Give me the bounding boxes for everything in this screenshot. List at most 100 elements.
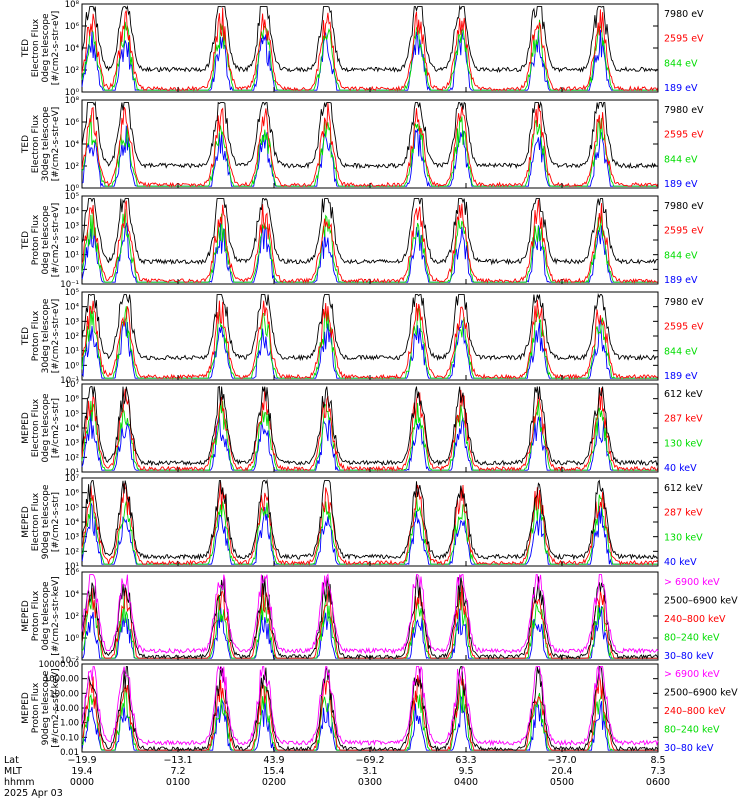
- y-axis-label: MEPEDProton Flux90deg telescope[#/cm2-s-…: [21, 668, 61, 747]
- y-axis-label-line: [#/cm2-s-str-eV]: [51, 107, 61, 182]
- y-tick-label: 100.00: [49, 689, 79, 699]
- y-tick-label: 10²: [65, 612, 79, 622]
- legend-entry: 844 eV: [664, 58, 698, 69]
- series-trace: [81, 4, 659, 73]
- y-axis-label-line: 30deg telescope: [41, 298, 51, 373]
- series-trace: [81, 478, 659, 561]
- series-trace: [81, 387, 659, 472]
- y-axis-label-line: TED: [21, 39, 31, 58]
- y-tick-label: 10³: [65, 317, 79, 327]
- y-axis-label-line: 30deg telescope: [41, 106, 51, 181]
- x-tick-hhmm: 0400: [454, 777, 478, 788]
- x-tick-mlt: 7.2: [170, 766, 185, 777]
- series-trace: [81, 208, 658, 284]
- y-axis-label-line: [#/cm2-s-str-keV]: [51, 668, 61, 747]
- legend-entry: 287 keV: [664, 508, 703, 519]
- y-axis-label: MEPEDElectron Flux0deg telescope[#/cm2-s…: [21, 393, 61, 463]
- legend-entry: 612 keV: [664, 389, 703, 400]
- x-tick-mlt: 3.1: [362, 766, 377, 777]
- x-tick-mlt: 9.5: [458, 766, 473, 777]
- x-tick-hhmm: 0000: [70, 777, 94, 788]
- y-axis-label-line: TED: [21, 231, 31, 250]
- y-tick-label: 10⁴: [65, 303, 80, 313]
- y-tick-label: 10³: [65, 439, 79, 449]
- y-tick-label: 10⁻¹: [60, 280, 79, 290]
- x-tick-mlt: 19.4: [71, 766, 92, 777]
- x-tick-hhmm: 0600: [646, 777, 670, 788]
- x-tick-hhmm: 0300: [358, 777, 382, 788]
- legend-entry: 7980 eV: [664, 105, 704, 116]
- y-axis-label-line: 0deg telescope: [41, 205, 51, 275]
- legend-entry: 30–80 keV: [664, 651, 714, 662]
- series-trace: [81, 19, 658, 91]
- series-trace: [81, 29, 658, 91]
- panel-frame: [81, 663, 659, 753]
- y-axis-label-line: [#/cm2-s-str-eV]: [51, 11, 61, 86]
- series-trace: [81, 102, 659, 188]
- x-tick-hhmm: 0500: [550, 777, 574, 788]
- legend-entry: 844 eV: [664, 346, 698, 357]
- y-tick-label: 10⁷: [65, 380, 80, 390]
- series-trace: [81, 7, 659, 92]
- series-trace: [81, 199, 658, 284]
- series-trace: [81, 292, 659, 362]
- panel-3: 10⁻¹ 10⁰ 10¹ 10² 10³ 10⁴ 10⁵ TEDProton Flux0deg…: [21, 192, 704, 290]
- y-axis-label-line: Electron Flux: [31, 492, 41, 551]
- y-tick-label: 10⁶: [65, 489, 80, 499]
- y-axis-label-line: Proton Flux: [31, 214, 41, 265]
- legend-entry: 2595 eV: [664, 226, 704, 237]
- y-tick-label: 10.00: [55, 704, 79, 714]
- y-axis-label-line: [#/cm2-s-str-eV]: [51, 203, 61, 278]
- legend-entry: 844 eV: [664, 250, 698, 261]
- series-trace: [81, 306, 658, 379]
- y-axis-label-line: Proton Flux: [31, 682, 41, 733]
- series-trace: [81, 197, 658, 266]
- x-tick-mlt: 20.4: [551, 766, 572, 777]
- y-tick-label: 10⁶: [65, 395, 80, 405]
- legend-entry: 2595 eV: [664, 130, 704, 141]
- legend-entry: > 6900 keV: [664, 577, 720, 588]
- y-tick-label: 10²: [65, 236, 79, 246]
- y-axis-label-line: MEPED: [21, 692, 31, 724]
- y-tick-label: 10⁶: [65, 118, 80, 128]
- y-axis-label-line: 0deg telescope: [41, 13, 51, 83]
- x-tick-lat: 8.5: [650, 755, 665, 766]
- legend-entry: > 6900 keV: [664, 669, 720, 680]
- y-tick-label: 10⁰: [65, 265, 80, 275]
- legend-entry: 844 eV: [664, 154, 698, 165]
- y-axis-label-line: MEPED: [21, 412, 31, 444]
- date-label: 2025 Apr 03: [4, 788, 63, 799]
- y-axis-label-line: MEPED: [21, 506, 31, 538]
- x-tick-lat: −37.0: [547, 755, 576, 766]
- y-axis-label-line: Electron Flux: [31, 18, 41, 77]
- panel-2: 10⁰ 10² 10⁴ 10⁶ 10⁸ TEDElectron Flux30deg tel…: [21, 96, 704, 194]
- x-tick-hhmm: 0100: [166, 777, 190, 788]
- y-tick-label: 0.10: [60, 733, 79, 743]
- y-tick-label: 0.01: [60, 748, 79, 758]
- legend-entry: 40 keV: [664, 557, 697, 568]
- legend-entry: 2500–6900 keV: [664, 688, 738, 699]
- y-axis-label-line: 90deg telescope: [41, 670, 51, 745]
- x-row-label-lat: Lat: [4, 755, 19, 766]
- legend-entry: 7980 eV: [664, 201, 704, 212]
- y-axis-label-line: Proton Flux: [31, 590, 41, 641]
- series-trace: [81, 400, 658, 471]
- y-tick-label: 10⁶: [65, 568, 80, 578]
- x-tick-lat: −69.2: [355, 755, 384, 766]
- y-tick-label: 10⁰: [65, 88, 80, 98]
- y-tick-label: 10⁴: [65, 590, 80, 600]
- y-axis-label: MEPEDElectron Flux90deg telescope[#/cm2-…: [21, 484, 61, 559]
- y-tick-label: 10³: [65, 533, 79, 543]
- y-tick-label: 10⁸: [65, 0, 80, 10]
- legend-entry: 40 keV: [664, 463, 697, 474]
- legend-entry: 130 keV: [664, 532, 703, 543]
- series-trace: [81, 114, 658, 187]
- y-tick-label: 10⁴: [65, 140, 80, 150]
- y-axis-label-line: 0deg telescope: [41, 581, 51, 651]
- y-tick-label: 1.00: [60, 719, 79, 729]
- y-tick-label: 10²: [65, 162, 79, 172]
- y-tick-label: 10000.00: [38, 660, 79, 670]
- x-tick-lat: 63.3: [455, 755, 476, 766]
